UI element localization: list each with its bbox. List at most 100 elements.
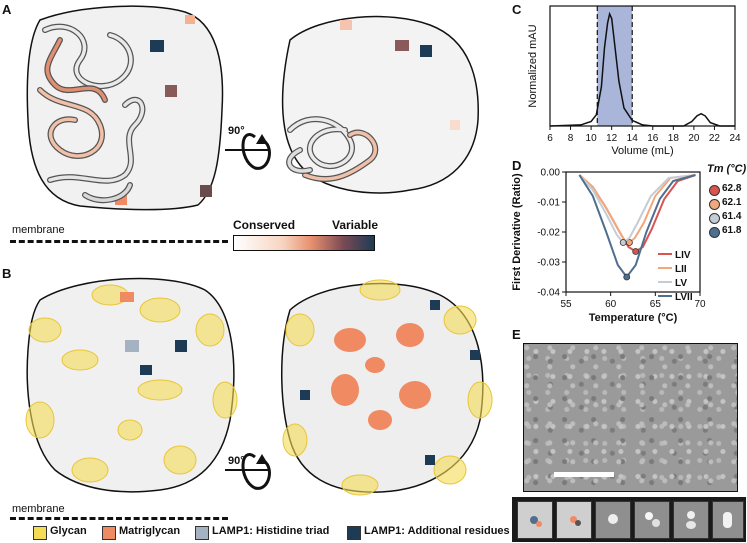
panel-b-rotation-label: 90° bbox=[228, 455, 245, 467]
panel-label-e: E bbox=[512, 327, 521, 342]
panel-a-scale-left: Conserved bbox=[233, 218, 296, 232]
panel-a-left-var-4 bbox=[115, 195, 127, 205]
class-average-5 bbox=[673, 501, 709, 539]
panel-b-rotation-arrow-icon bbox=[225, 453, 271, 490]
dsf-min-marker-LIV bbox=[632, 248, 640, 255]
panel-a-left-ribbon bbox=[37, 23, 146, 204]
panel-b-left-additional-2 bbox=[140, 365, 152, 375]
dsf-xtick-label-0: 55 bbox=[560, 299, 572, 310]
legend-swatch-glycan bbox=[33, 526, 47, 540]
dsf-ylabel: First Derivative (Ratio) bbox=[511, 173, 523, 291]
dsf-legend-label-LII: LII bbox=[675, 264, 687, 275]
panel-b-right-additional-2 bbox=[470, 350, 480, 360]
panel-b-right-matriglycan-patches bbox=[331, 323, 431, 430]
panel-b-left-matriglycan bbox=[120, 292, 134, 302]
dsf-xtick-label-3: 70 bbox=[694, 299, 706, 310]
scale-bar bbox=[554, 472, 614, 477]
panel-a-membrane-line bbox=[10, 240, 228, 243]
legend-swatch-additional bbox=[347, 526, 361, 540]
dsf-ytick-label-0: 0.00 bbox=[541, 168, 561, 179]
panel-a-right-var-2 bbox=[420, 45, 432, 57]
sec-trace bbox=[549, 11, 735, 127]
dsf-ytick-label-1: -0.01 bbox=[537, 198, 560, 209]
sec-xtick-label-3: 12 bbox=[606, 133, 618, 144]
panel-b-left-glycans bbox=[25, 284, 238, 483]
dsf-min-marker-LV bbox=[619, 239, 627, 246]
panel-a-left-var-5 bbox=[185, 15, 195, 24]
panel-b-membrane-label: membrane bbox=[12, 503, 65, 515]
panel-b-membrane-line bbox=[10, 517, 228, 520]
legend-label-matriglycan: Matriglycan bbox=[119, 525, 181, 537]
panel-d-chart: LIV LII LV LVII 55 60 65 70 0.00 -0.01 -0.02 -0.03 -… bbox=[511, 168, 706, 325]
sec-xtick-label-2: 10 bbox=[586, 133, 598, 144]
panel-a-right-var-4 bbox=[450, 120, 460, 130]
panel-a-right-ribbon bbox=[286, 116, 379, 182]
tm-dot-4 bbox=[709, 227, 720, 238]
legend-label-glycan: Glycan bbox=[50, 525, 87, 537]
sec-plot-frame bbox=[549, 5, 736, 127]
panel-a-right-surface bbox=[281, 15, 479, 194]
dsf-xtick-label-2: 65 bbox=[650, 299, 662, 310]
dsf-xtick-label-1: 60 bbox=[605, 299, 617, 310]
panel-b-right-glycans bbox=[282, 279, 493, 496]
sec-xtick-label-7: 20 bbox=[688, 133, 700, 144]
legend-swatch-histidine bbox=[195, 526, 209, 540]
sec-ylabel: Normalized mAU bbox=[527, 24, 539, 107]
sec-xtick-label-0: 6 bbox=[547, 133, 553, 144]
tm-legend-title: Tm (°C) bbox=[707, 163, 747, 175]
tm-dot-2 bbox=[709, 199, 720, 210]
panel-a-rotation-arrow-icon bbox=[225, 133, 271, 170]
tm-value-3: 61.4 bbox=[722, 211, 742, 222]
panel-a-right-var-1 bbox=[395, 40, 409, 51]
panel-label-d: D bbox=[512, 158, 522, 173]
legend-swatch-matriglycan bbox=[102, 526, 116, 540]
sec-xtick-label-6: 18 bbox=[668, 133, 680, 144]
legend-label-additional: LAMP1: Additional residues bbox=[364, 525, 510, 537]
panel-b-left-histidine bbox=[125, 340, 139, 352]
tm-value-1: 62.8 bbox=[722, 183, 742, 194]
dsf-legend-label-LVII: LVII bbox=[675, 292, 693, 303]
sec-xtick-label-4: 14 bbox=[627, 133, 639, 144]
panel-a-color-scale bbox=[233, 235, 375, 251]
sec-xtick-label-1: 8 bbox=[568, 133, 574, 144]
tm-dot-3 bbox=[709, 213, 720, 224]
panel-a-left-var-2 bbox=[165, 85, 177, 97]
panel-b-right-additional-4 bbox=[425, 455, 435, 465]
sec-xtick-label-9: 24 bbox=[729, 133, 741, 144]
dsf-series-LVII bbox=[578, 174, 696, 279]
panel-c-chart: 6 8 10 12 14 16 18 20 22 24 Volume (mL) Normalized … bbox=[527, 5, 741, 157]
tm-value-2: 62.1 bbox=[722, 197, 742, 208]
dsf-series-LIV bbox=[578, 174, 696, 253]
sec-xtick-label-5: 16 bbox=[647, 133, 659, 144]
panel-a-right-var-3 bbox=[340, 20, 352, 30]
tm-value-4: 61.8 bbox=[722, 225, 742, 236]
panel-b-left-additional-1 bbox=[175, 340, 187, 352]
panel-a-left-var-1 bbox=[150, 40, 164, 52]
dsf-ytick-label-4: -0.04 bbox=[537, 288, 560, 299]
class-average-1 bbox=[517, 501, 553, 539]
class-average-4 bbox=[634, 501, 670, 539]
dsf-min-marker-LVII bbox=[623, 273, 631, 281]
sec-xlabel: Volume (mL) bbox=[611, 145, 673, 157]
tm-dot-1 bbox=[709, 185, 720, 196]
panel-label-c: C bbox=[512, 2, 522, 17]
dsf-legend-label-LV: LV bbox=[675, 278, 687, 289]
panel-b-structures bbox=[25, 277, 493, 496]
panel-b-left-surface bbox=[26, 277, 235, 493]
dsf-series-LV bbox=[578, 174, 696, 244]
panel-label-b: B bbox=[2, 266, 12, 281]
legend-label-histidine: LAMP1: Histidine triad bbox=[212, 525, 330, 537]
class-average-3 bbox=[595, 501, 631, 539]
dsf-ytick-label-2: -0.02 bbox=[537, 228, 560, 239]
class-averages-strip bbox=[512, 497, 746, 542]
panel-a-scale-right: Variable bbox=[332, 218, 379, 232]
dsf-legend-label-LIV: LIV bbox=[675, 250, 691, 261]
dsf-xlabel: Temperature (°C) bbox=[589, 312, 678, 324]
class-average-6 bbox=[712, 501, 744, 539]
panel-a-rotation-label: 90° bbox=[228, 125, 245, 137]
sec-xtick-label-8: 22 bbox=[709, 133, 721, 144]
panel-a-left-var-3 bbox=[200, 185, 212, 197]
panel-a-structures bbox=[26, 5, 479, 211]
dsf-ytick-label-3: -0.03 bbox=[537, 258, 560, 269]
panel-label-a: A bbox=[2, 2, 12, 17]
